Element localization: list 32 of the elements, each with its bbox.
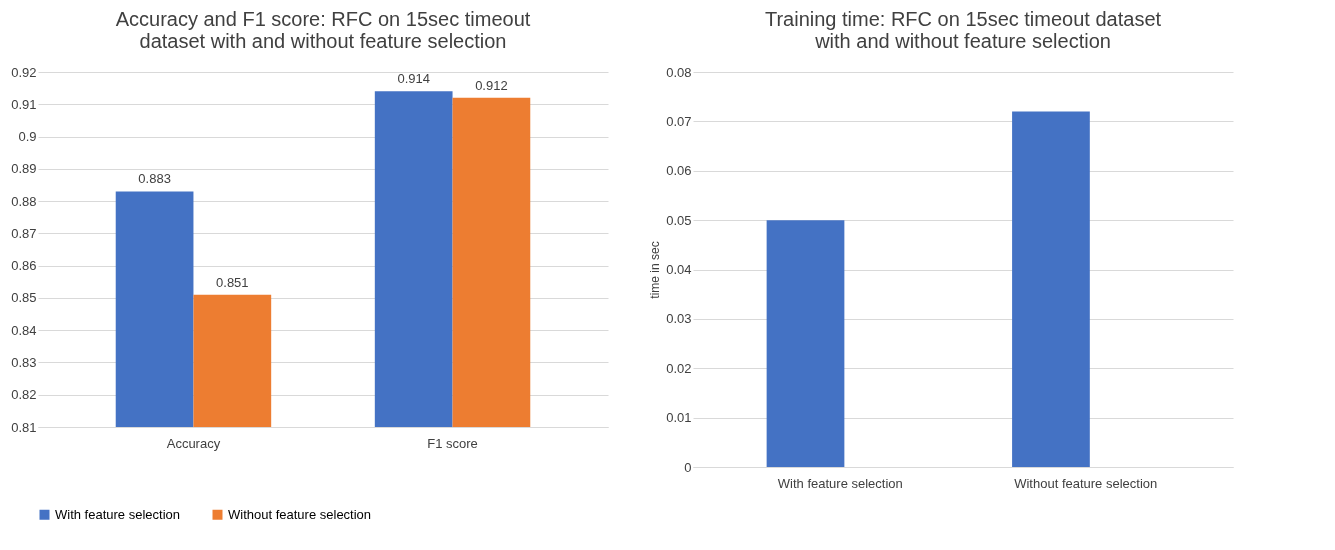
y-tick-label: 0.86 bbox=[11, 258, 37, 274]
y-tick-label: 0.08 bbox=[666, 64, 692, 80]
y-tick-label: 0.9 bbox=[18, 129, 37, 145]
y-tick-label: 0.82 bbox=[11, 387, 37, 403]
y-tick-label: 0.84 bbox=[11, 322, 37, 338]
x-tick-label: F1 score bbox=[427, 435, 478, 451]
y-tick-label: 0.87 bbox=[11, 225, 37, 241]
y-tick-label: 0.91 bbox=[11, 96, 37, 112]
legend-label: With feature selection bbox=[55, 506, 181, 522]
y-tick-label: 0.04 bbox=[666, 262, 692, 277]
data-label: 0.912 bbox=[475, 77, 508, 93]
y-tick-label: 0.81 bbox=[11, 419, 37, 435]
chart-title: Accuracy and F1 score: RFC on 15sec timeout dataset with and without feature selection bbox=[115, 8, 531, 52]
y-tick-label: 0.03 bbox=[666, 311, 692, 327]
y-tick-label: 0.02 bbox=[666, 360, 692, 376]
data-label: 0.851 bbox=[216, 274, 249, 290]
data-label: 0.914 bbox=[397, 71, 430, 87]
y-tick-label: 0 bbox=[684, 459, 692, 475]
y-tick-label: 0.89 bbox=[11, 161, 37, 177]
y-tick-label: 0.05 bbox=[666, 212, 692, 228]
y-tick-label: 0.85 bbox=[11, 290, 37, 306]
y-tick-label: 0.92 bbox=[11, 64, 37, 80]
chart-title: Training time: RFC on 15sec timeout dataset with and without feature selection bbox=[764, 8, 1162, 52]
y-tick-label: 0.01 bbox=[666, 410, 692, 426]
y-tick-label: 0.06 bbox=[666, 163, 692, 179]
y-axis-title: time in sec bbox=[648, 241, 663, 299]
y-tick-label: 0.07 bbox=[666, 113, 692, 129]
legend-label: Without feature selection bbox=[228, 506, 372, 522]
y-tick-label: 0.83 bbox=[11, 354, 37, 370]
data-label: 0.883 bbox=[138, 171, 171, 187]
x-tick-label: Accuracy bbox=[166, 435, 221, 451]
y-tick-label: 0.88 bbox=[11, 193, 37, 209]
